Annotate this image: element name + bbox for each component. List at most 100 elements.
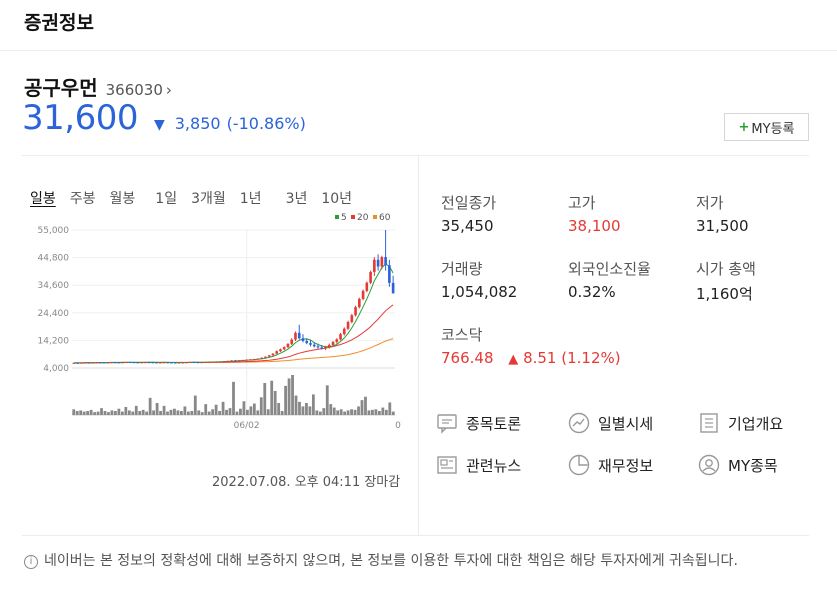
link-related-news[interactable]: 관련뉴스 (436, 454, 521, 476)
period-tabs: 일봉 주봉 월봉 1일 3개월 1년 3년 10년 (30, 188, 366, 208)
candle-body (384, 257, 387, 266)
volume-bar (228, 408, 232, 415)
volume-bar (259, 397, 263, 415)
candle-body (249, 359, 252, 361)
candle-body (320, 347, 324, 349)
candle-body (76, 362, 79, 364)
tab-weekly[interactable]: 주봉 (69, 191, 96, 207)
candle-body (234, 360, 237, 362)
ma-line-60 (73, 338, 394, 364)
link-daily-price[interactable]: 일별시세 (568, 412, 653, 434)
chevron-right-icon[interactable]: › (165, 81, 172, 99)
candle-body (350, 315, 354, 322)
tab-daily[interactable]: 일봉 (30, 191, 56, 207)
stock-code[interactable]: 366030 (105, 81, 163, 99)
volume-bar (377, 411, 381, 415)
candle-body (312, 344, 316, 347)
volume-bar (124, 407, 128, 415)
trend-icon (568, 412, 590, 434)
candle-body (125, 362, 128, 364)
stock-header: 공구우먼 366030 › (24, 72, 172, 101)
volume-bar (110, 410, 114, 415)
link-discussion[interactable]: 종목토론 (436, 412, 521, 434)
candle-body (155, 362, 158, 364)
volume-bar (72, 409, 76, 415)
volume-bar (367, 410, 371, 415)
volume-bar (270, 380, 274, 415)
volume-bar (89, 409, 93, 415)
link-label: 기업개요 (728, 414, 784, 433)
candle-body (324, 346, 327, 349)
candle-body (121, 362, 125, 364)
volume-bar (148, 397, 152, 415)
volume-bar (155, 403, 159, 415)
candle-body (267, 355, 271, 357)
y-tick-label: 55,000 (38, 226, 70, 236)
tab-3years[interactable]: 3년 (285, 191, 308, 207)
info-prev-close: 전일종가 35,450 (441, 192, 496, 235)
candle-body (290, 339, 294, 344)
candle-body (256, 358, 260, 360)
y-tick-label: 24,400 (38, 309, 70, 319)
volume-bar (183, 406, 187, 415)
candle-body (95, 362, 98, 364)
tab-monthly[interactable]: 월봉 (109, 191, 136, 207)
candle-body (98, 362, 102, 364)
volume-bar (96, 411, 100, 415)
volume-bar (315, 410, 319, 415)
candle-body (226, 360, 230, 362)
candle-body (188, 362, 192, 364)
candle-body (140, 362, 143, 364)
stock-chart[interactable]: 55,000 44,800 34,600 24,400 14,200 4,000 06/02… (30, 210, 403, 435)
tab-3months[interactable]: 3개월 (191, 191, 226, 207)
volume-bar (138, 411, 142, 415)
volume-bar (371, 409, 374, 415)
info-value: 31,500 (696, 217, 749, 235)
link-my-stocks[interactable]: MY종목 (698, 454, 778, 476)
person-icon (698, 454, 720, 476)
volume-bar (391, 411, 395, 415)
tab-10years[interactable]: 10년 (321, 191, 353, 207)
volume-bar (141, 409, 145, 415)
volume-bar (329, 404, 333, 415)
candle-body (237, 360, 241, 362)
candle-body (211, 361, 215, 363)
divider (22, 155, 809, 156)
link-company-overview[interactable]: 기업개요 (698, 412, 783, 434)
candle-body (151, 362, 155, 364)
info-label: 거래량 (441, 260, 483, 278)
price-row: 31,600 ▼ 3,850 (-10.86%) (22, 98, 306, 138)
volume-bar (332, 407, 336, 415)
candle-body (391, 282, 395, 294)
tab-1day[interactable]: 1일 (155, 191, 178, 207)
info-kosdaq[interactable]: 코스닥 766.48 ▲ 8.51 (1.12%) (441, 324, 621, 367)
tab-1year[interactable]: 1년 (239, 191, 262, 207)
info-label: 시가 총액 (696, 260, 756, 278)
volume-bar (350, 409, 353, 415)
candle-body (196, 362, 200, 364)
my-register-label: MY등록 (751, 121, 795, 137)
x-tick-label: 07/01 (395, 421, 402, 431)
info-label: 고가 (568, 194, 596, 212)
link-financial-info[interactable]: 재무정보 (568, 454, 653, 476)
info-market-cap: 시가 총액 1,160억 (696, 258, 756, 304)
candle-body (252, 359, 256, 361)
volume-bar (117, 408, 121, 415)
volume-bar (357, 406, 360, 415)
candle-body (110, 362, 113, 364)
link-label: MY종목 (728, 456, 778, 475)
my-register-button[interactable]: + MY등록 (724, 113, 809, 141)
candle-body (91, 362, 94, 364)
volume-bar (325, 385, 329, 415)
candle-body (113, 362, 117, 364)
candle-body (380, 257, 384, 267)
candle-body (354, 307, 357, 316)
stock-name[interactable]: 공구우먼 (24, 76, 98, 100)
volume-bar (284, 385, 287, 415)
divider (22, 535, 809, 536)
candle-body (192, 362, 196, 364)
volume-bar (388, 402, 392, 415)
candle-body (80, 362, 83, 364)
candle-body (230, 360, 233, 362)
info-low: 저가 31,500 (696, 192, 749, 235)
